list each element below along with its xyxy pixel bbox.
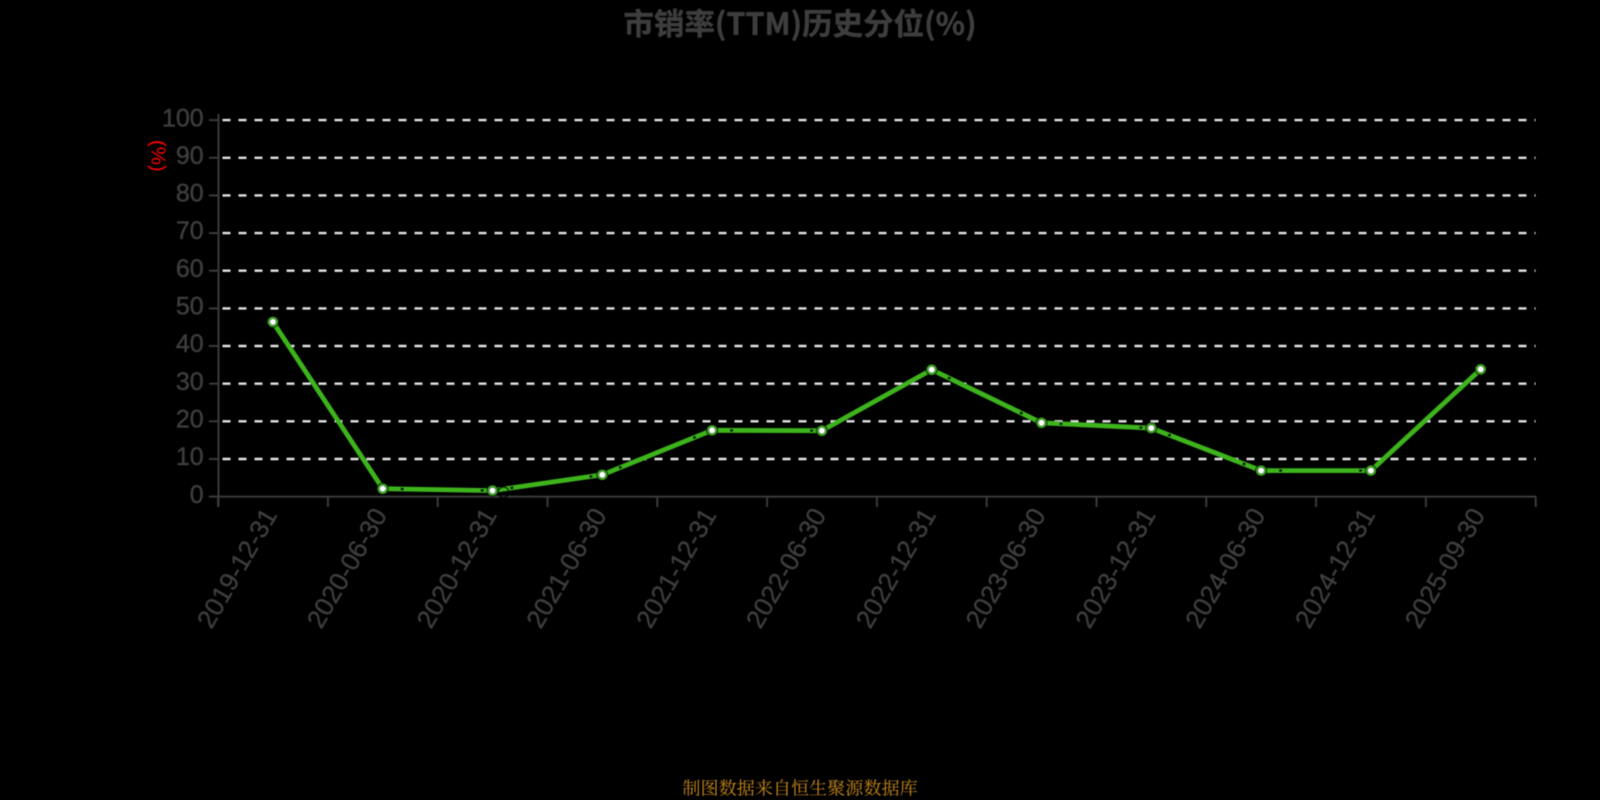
svg-text:70: 70	[176, 217, 204, 245]
svg-text:20: 20	[176, 406, 204, 434]
svg-text:100: 100	[162, 104, 204, 132]
svg-text:50: 50	[176, 293, 204, 321]
svg-text:60: 60	[176, 255, 204, 283]
svg-text:30: 30	[176, 368, 204, 396]
svg-text:(%): (%)	[147, 140, 170, 172]
svg-text:90: 90	[176, 142, 204, 170]
svg-text:10: 10	[176, 443, 204, 471]
svg-text:0: 0	[190, 481, 204, 509]
svg-text:80: 80	[176, 180, 204, 208]
svg-text:40: 40	[176, 330, 204, 358]
